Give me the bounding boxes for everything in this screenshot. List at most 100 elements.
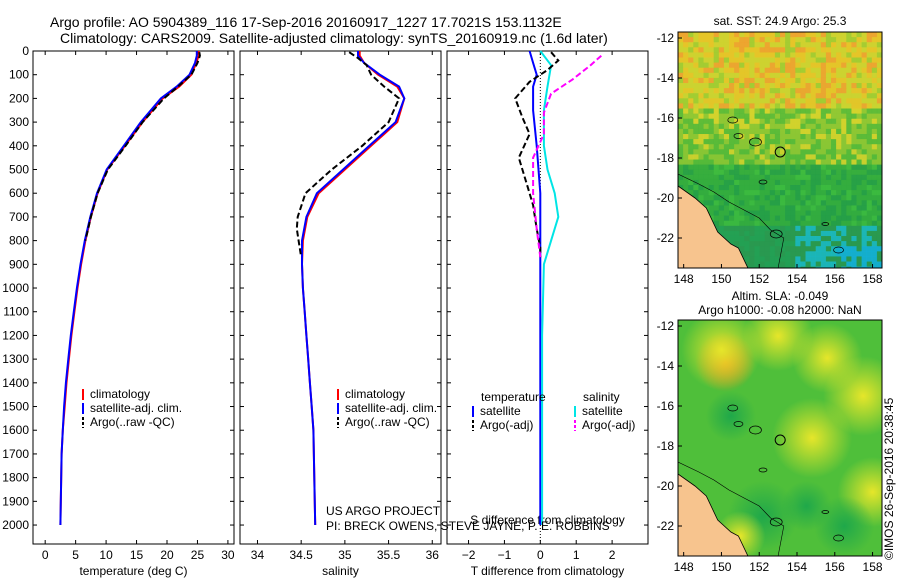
sst-cell: [703, 88, 709, 94]
sst-cell: [780, 174, 786, 181]
sst-cell: [841, 72, 847, 79]
sst-cell: [815, 200, 822, 206]
sst-cell: [769, 128, 776, 135]
sst-cell: [688, 113, 694, 119]
sst-cell: [780, 251, 786, 257]
sst-cell: [815, 179, 822, 186]
sst-cell: [713, 123, 720, 130]
sst-cell: [729, 179, 735, 186]
sst-cell: [708, 32, 714, 38]
sst-cell: [759, 159, 765, 165]
series-salinity-argo-adj-: [532, 54, 602, 258]
sst-cell: [734, 205, 740, 211]
sst-cell: [759, 67, 765, 74]
sst-cell: [815, 261, 822, 267]
sst-cell: [856, 164, 862, 170]
sst-cell: [785, 246, 791, 252]
sst-cell: [810, 83, 816, 89]
sst-map-reef-line: [678, 173, 785, 268]
sst-cell: [764, 251, 771, 257]
sst-cell: [800, 251, 806, 257]
sst-cell: [739, 230, 745, 237]
sla-map-xtick-label: 158: [863, 560, 883, 574]
sst-cell: [744, 174, 750, 181]
sst-cell: [876, 149, 882, 155]
temperature-ytick-label: 300: [9, 115, 29, 129]
sst-cell: [876, 241, 882, 247]
sst-cell: [759, 103, 765, 109]
sst-cell: [790, 57, 796, 63]
sst-cell: [759, 134, 765, 140]
sst-cell: [831, 154, 837, 160]
sst-cell: [713, 185, 720, 191]
sst-cell: [749, 128, 755, 135]
sst-cell: [749, 190, 755, 196]
sst-cell: [785, 134, 791, 140]
sst-cell: [810, 185, 816, 191]
sst-cell: [800, 149, 806, 155]
sst-cell: [769, 190, 776, 196]
sst-cell: [831, 144, 837, 150]
temperature-ytick-label: 2000: [2, 518, 29, 532]
sla-map-land: [678, 473, 749, 556]
sst-cell: [876, 205, 882, 211]
temperature-xlabel: temperature (deg C): [79, 564, 187, 578]
sst-cell: [841, 98, 847, 104]
sst-map-xtick-label: 158: [863, 272, 883, 286]
sst-cell: [790, 169, 796, 176]
sst-cell: [774, 32, 781, 38]
sst-cell: [749, 32, 755, 38]
sst-cell: [815, 225, 822, 232]
sst-cell: [846, 123, 852, 130]
sst-cell: [693, 98, 699, 104]
sst-cell: [759, 251, 765, 257]
sst-cell: [836, 195, 842, 201]
temperature-xtick-label: 20: [160, 548, 174, 562]
sst-cell: [846, 246, 852, 252]
sst-map-field: [678, 32, 882, 268]
sst-cell: [851, 246, 857, 252]
sst-cell: [841, 266, 847, 268]
sst-cell: [795, 88, 801, 94]
sst-cell: [861, 42, 867, 48]
sst-cell: [871, 210, 878, 216]
sst-cell: [774, 103, 781, 109]
series-salinity-satellite: [539, 50, 560, 525]
sst-cell: [800, 266, 806, 268]
sst-cell: [744, 210, 750, 216]
sst-cell: [876, 266, 882, 268]
sst-map-frame: [677, 31, 883, 269]
sst-cell: [769, 230, 776, 237]
sst-cell: [846, 169, 852, 176]
sst-cell: [774, 144, 781, 150]
sst-cell: [708, 169, 714, 176]
sst-cell: [693, 93, 699, 99]
sst-cell: [734, 37, 740, 43]
sst-cell: [815, 164, 822, 170]
sst-cell: [820, 123, 827, 130]
sst-cell: [871, 174, 878, 181]
sst-cell: [856, 174, 862, 181]
sst-cell: [815, 123, 822, 130]
sst-cell: [693, 144, 699, 150]
sst-cell: [785, 154, 791, 160]
sst-cell: [820, 185, 827, 191]
sst-cell: [820, 139, 827, 145]
sst-cell: [846, 67, 852, 74]
sst-cell: [846, 128, 852, 135]
sst-cell: [780, 159, 786, 165]
sst-cell: [744, 37, 750, 43]
sst-cell: [744, 225, 750, 232]
sst-cell: [815, 215, 822, 221]
sst-cell: [739, 57, 745, 63]
sst-cell: [759, 246, 765, 252]
sst-cell: [831, 108, 837, 114]
sst-cell: [759, 72, 765, 79]
sst-cell: [831, 72, 837, 79]
sst-cell: [698, 118, 704, 125]
sst-cell: [688, 37, 694, 43]
sst-cell: [866, 261, 873, 267]
sst-cell: [780, 88, 786, 94]
sst-cell: [846, 103, 852, 109]
sst-cell: [734, 72, 740, 79]
